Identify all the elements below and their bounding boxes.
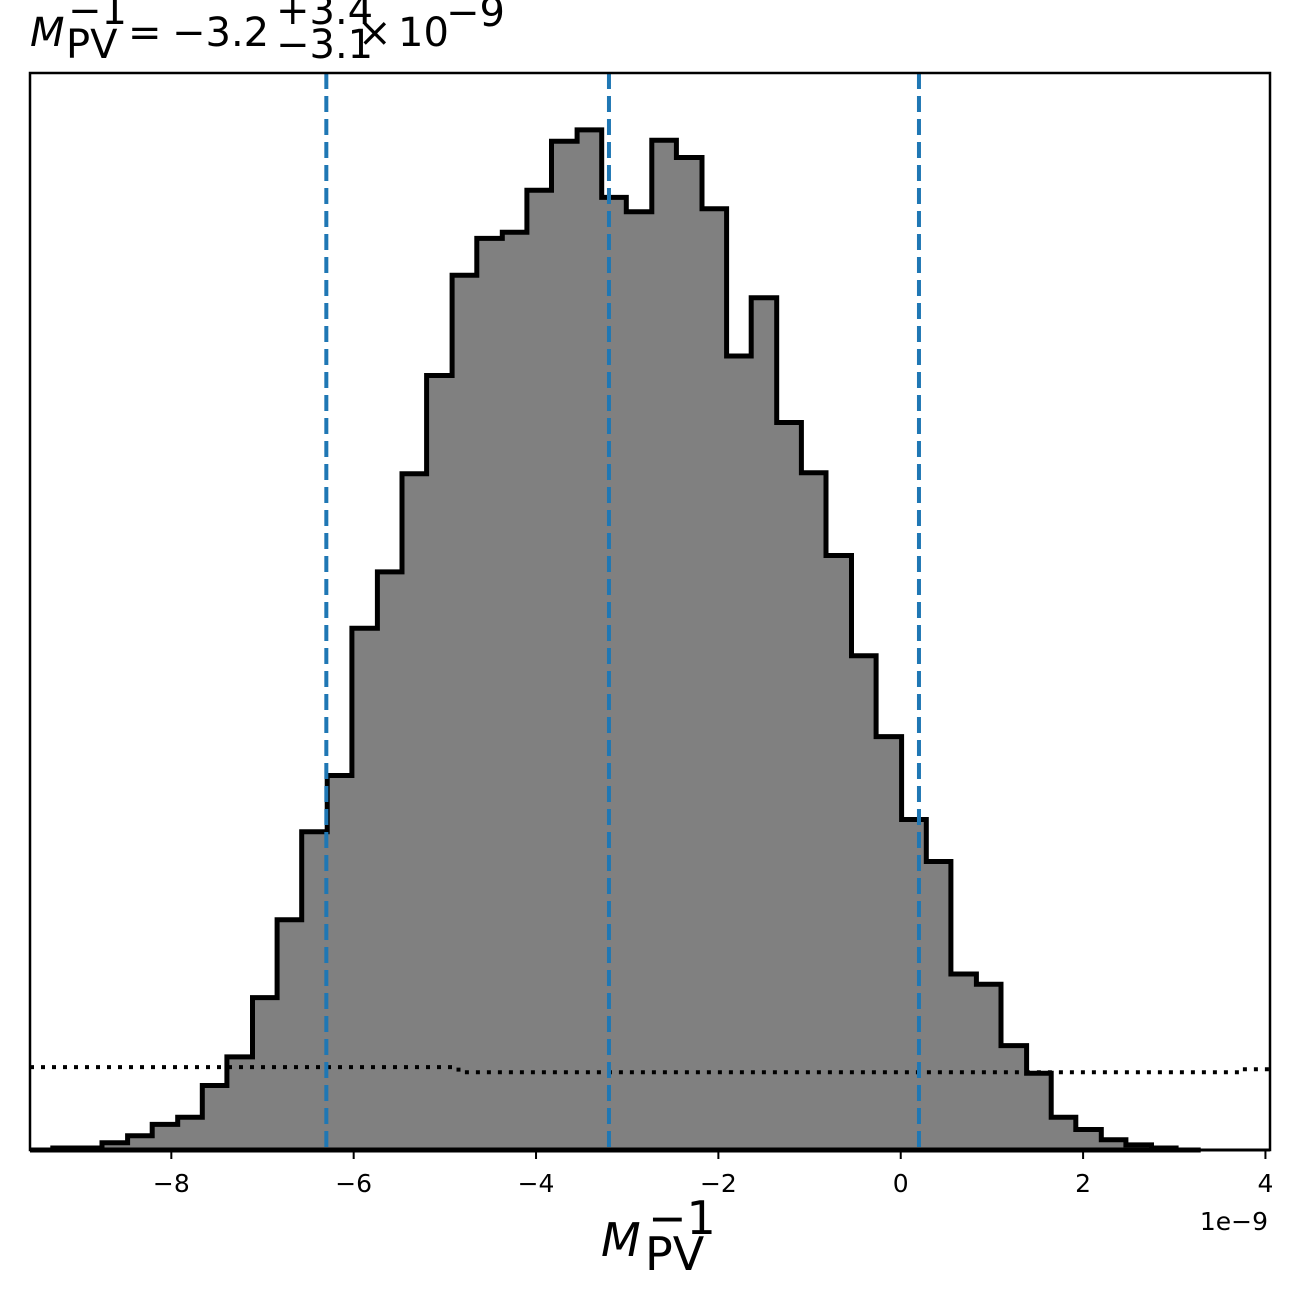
posterior-histogram: [30, 127, 1270, 1153]
x-axis-ticks: −8 −6 −4 −2 0 2 4: [153, 1150, 1273, 1198]
title-error-plus: +3.4: [276, 0, 373, 34]
title-superscript: −1: [68, 0, 127, 34]
x-axis-label: M PV −1: [601, 1191, 716, 1281]
title-value: −3.2: [172, 10, 269, 56]
x-tick-label: −4: [518, 1169, 555, 1198]
x-tick-label: 2: [1075, 1169, 1091, 1198]
quantile-lines: [324, 73, 921, 1150]
chart-title: M PV −1 = −3.2 +3.4 −3.1 × 10 −9: [30, 0, 505, 68]
x-tick-label: −6: [335, 1169, 372, 1198]
title-power-exponent: −9: [446, 0, 505, 36]
x-tick-label: −2: [700, 1169, 737, 1198]
xlabel-symbol: M: [601, 1213, 641, 1267]
title-power-base: 10: [398, 10, 449, 56]
xlabel-subscript: PV: [645, 1227, 705, 1281]
axis-offset-text: 1e−9: [1200, 1207, 1268, 1236]
x-tick-label: 0: [893, 1169, 909, 1198]
title-times: ×: [358, 10, 392, 56]
title-error-minus: −3.1: [276, 22, 373, 68]
title-equals: =: [128, 10, 162, 56]
x-tick-label: −8: [153, 1169, 190, 1198]
title-subscript: PV: [66, 22, 118, 68]
histogram-steps: [30, 127, 1201, 1153]
x-tick-label: 4: [1257, 1169, 1273, 1198]
title-symbol: M: [30, 10, 65, 56]
plot-frame: [28, 71, 1272, 1152]
xlabel-superscript: −1: [648, 1191, 716, 1245]
